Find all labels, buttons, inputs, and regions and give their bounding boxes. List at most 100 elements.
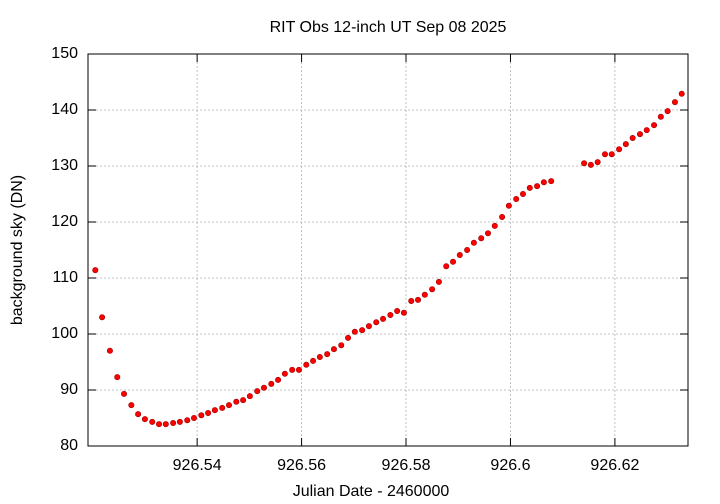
point [464, 247, 471, 254]
x-tick-label: 926.6 [490, 457, 530, 474]
point [534, 183, 541, 190]
point [99, 314, 106, 321]
x-tick-label: 926.58 [382, 457, 431, 474]
point [636, 131, 643, 138]
x-tick-label: 926.62 [590, 457, 639, 474]
y-tick-label: 90 [60, 381, 78, 398]
point [435, 278, 442, 285]
point [601, 151, 608, 158]
y-tick-label: 120 [51, 213, 78, 230]
point [594, 159, 601, 166]
point [499, 213, 506, 220]
point [400, 309, 407, 316]
point [149, 418, 156, 425]
x-tick-label: 926.56 [277, 457, 326, 474]
y-tick-label: 150 [51, 45, 78, 62]
point [268, 380, 275, 387]
point [394, 308, 401, 315]
point [254, 388, 261, 395]
point [316, 353, 323, 360]
point [359, 327, 366, 334]
point [330, 346, 337, 353]
chart-title: RIT Obs 12-inch UT Sep 08 2025 [270, 19, 507, 36]
point [345, 334, 352, 341]
point [219, 404, 226, 411]
point [421, 291, 428, 298]
point [365, 323, 372, 330]
point [141, 416, 148, 423]
point [191, 414, 198, 421]
point [303, 361, 310, 368]
point [478, 235, 485, 242]
point [513, 196, 520, 203]
y-tick-label: 100 [51, 325, 78, 342]
point [616, 146, 623, 153]
point [281, 370, 288, 377]
point [608, 151, 615, 158]
point [456, 252, 463, 259]
point [519, 191, 526, 198]
point [92, 267, 99, 274]
point [205, 409, 212, 416]
point [540, 179, 547, 186]
point [387, 311, 394, 318]
y-tick-label: 110 [52, 269, 78, 286]
point [128, 402, 135, 409]
point [505, 202, 512, 209]
point [176, 418, 183, 425]
point [114, 374, 121, 381]
point [664, 108, 671, 115]
point [622, 141, 629, 148]
point [415, 296, 422, 303]
point [246, 393, 253, 400]
point [106, 347, 113, 354]
point [233, 398, 240, 405]
point [162, 421, 169, 428]
point [408, 297, 415, 304]
point [380, 315, 387, 322]
y-axis-label: background sky (DN) [9, 175, 26, 325]
point [429, 286, 436, 293]
point [373, 319, 380, 326]
point [225, 402, 232, 409]
point [526, 184, 533, 191]
point [351, 328, 358, 335]
point [260, 384, 267, 391]
point [629, 135, 636, 142]
point [338, 342, 345, 349]
point [587, 161, 594, 168]
point [678, 90, 685, 97]
point [470, 239, 477, 246]
point [156, 421, 163, 428]
point [324, 351, 331, 358]
x-axis-label: Julian Date - 2460000 [293, 483, 450, 500]
point [211, 407, 218, 414]
point [491, 222, 498, 229]
point [643, 127, 650, 134]
point [443, 263, 450, 270]
y-tick-label: 130 [51, 157, 78, 174]
y-tick-label: 140 [51, 101, 78, 118]
point [295, 366, 302, 373]
point [450, 258, 457, 265]
point [651, 122, 658, 129]
point [198, 412, 205, 419]
point [581, 160, 588, 167]
point [170, 420, 177, 427]
point [548, 178, 555, 185]
plot-frame [87, 53, 689, 447]
point [275, 376, 282, 383]
point [184, 417, 191, 424]
point [484, 230, 491, 237]
x-tick-label: 926.54 [173, 457, 222, 474]
point [240, 397, 247, 404]
point [671, 99, 678, 106]
point [310, 357, 317, 364]
point [121, 390, 128, 397]
point [135, 411, 142, 418]
point [657, 113, 664, 120]
point [289, 366, 296, 373]
y-tick-label: 80 [60, 437, 78, 454]
